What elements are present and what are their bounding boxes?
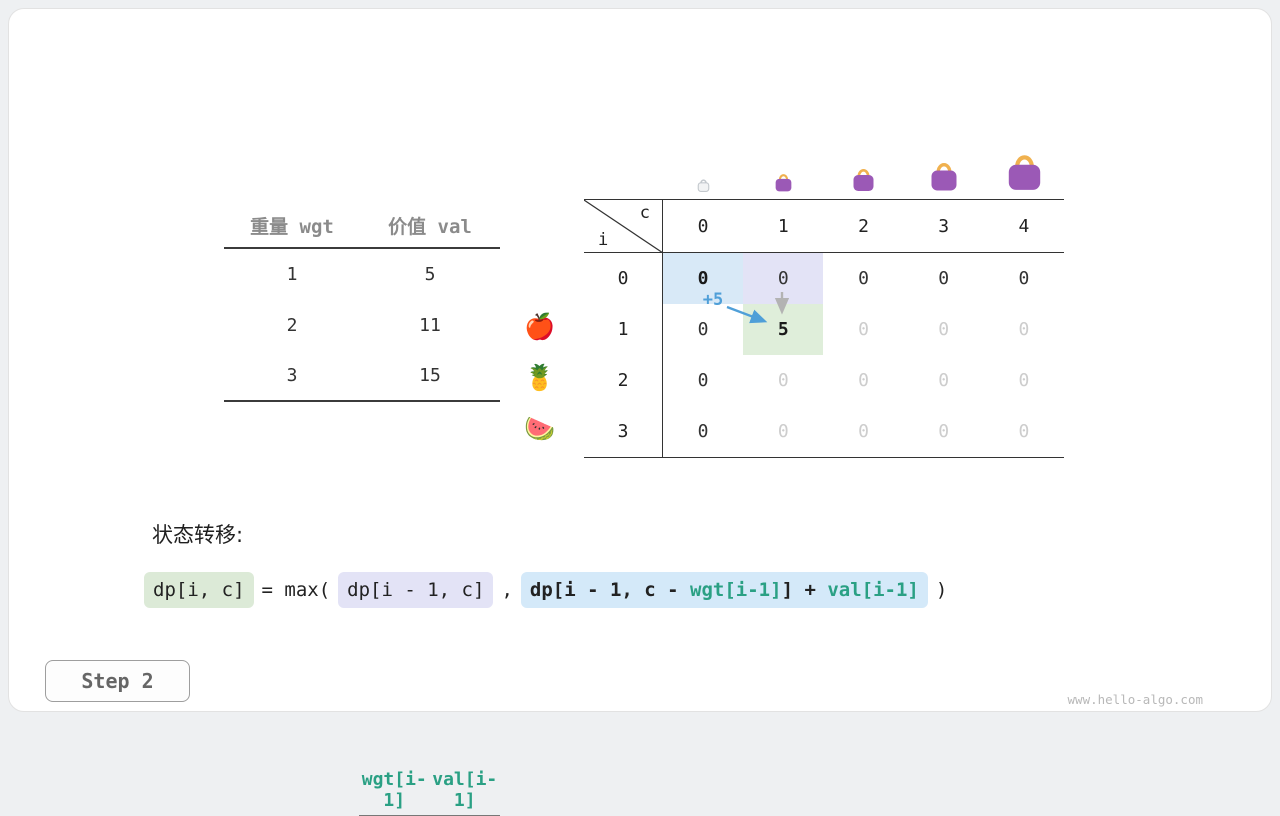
figure-card: 重量 wgt 价值 val wgt[i-1] val[i-1] 1 5 2 11… [8,8,1272,816]
item-value: 15 [419,365,441,386]
dp-cell: 0 [858,268,869,289]
col-header: 4 [983,200,1064,253]
equals-max-operator: = max( [261,579,331,601]
dp-cell-current: 5 [743,304,824,355]
apple-icon: 🍎 [524,311,556,341]
handbag-icon-medium [848,165,878,193]
item-icons-column: 🍎 🍍 🍉 [514,301,566,454]
dp-table: c i 0 1 2 3 4 0 0 0 0 0 0 1 0 5 0 0 0 2 … [584,149,1065,461]
row-header: 3 [584,406,663,457]
row-header: 1 [584,304,663,355]
col-header: 1 [743,200,824,253]
table-row: 3 15 [224,351,500,402]
corner-cell: c i [584,200,663,253]
term-part: dp[i - 1, c - [529,579,691,601]
row-header: 2 [584,355,663,406]
handbag-icon-xlarge [1002,149,1046,193]
watermelon-icon: 🍉 [524,413,556,443]
dp-cell: 0 [777,421,789,442]
state-transition-label: 状态转移: [152,523,244,547]
dp-cell: 0 [777,370,789,391]
handbag-icon-ghost [688,177,718,193]
dp-cell: 0 [938,370,950,391]
term-part: ] + [781,579,828,601]
dp-cell: 0 [1018,421,1030,442]
weight-value: 1 [286,264,298,285]
weights-table-header: 重量 wgt 价值 val [224,204,500,249]
dp-cell: 0 [697,370,709,391]
row-header: 0 [584,253,663,304]
value-column-header: 价值 val [388,216,472,238]
dp-cell: 0 [858,319,869,340]
weights-table: 重量 wgt 价值 val wgt[i-1] val[i-1] 1 5 2 11… [224,204,500,816]
dp-cell: 0 [858,370,869,391]
weight-value: 2 [286,315,298,336]
dp-top-term: dp[i - 1, c] [338,572,494,608]
item-axis-label: i [598,230,609,250]
dp-cell: 0 [858,421,869,442]
close-paren: ) [935,579,948,601]
item-value: 11 [419,315,441,336]
weight-column-header: 重量 wgt [250,216,334,238]
table-row: 2 11 [224,300,500,351]
watermark: www.hello-algo.com [1067,692,1203,707]
val-formula-label: val[i-1] [432,768,498,811]
table-row: 1 5 [224,249,500,300]
transition-formula: dp[i, c] = max( dp[i - 1, c] , dp[i - 1,… [144,569,955,611]
col-header: 0 [663,200,744,253]
dp-diagonal-term: dp[i - 1, c - wgt[i-1]] + val[i-1] [520,572,928,608]
pineapple-icon: 🍍 [524,362,556,392]
capacity-axis-label: c [639,203,650,223]
handbag-icon-small [768,171,798,193]
dp-cell: 0 [938,268,950,289]
dp-current-term: dp[i, c] [144,572,254,608]
wgt-formula-label: wgt[i-1] [361,768,427,811]
comma-separator: , [501,579,513,601]
add-value-annotation: +5 [702,290,724,310]
val-term: val[i-1] [827,579,919,601]
col-header: 3 [903,200,984,253]
weight-value: 3 [286,365,298,386]
dp-cell: 0 [938,421,950,442]
dp-grid: c i 0 1 2 3 4 0 0 0 0 0 0 1 0 5 0 0 0 2 … [584,199,1064,458]
dp-cell: 0 [697,319,709,340]
weights-table-formula-row: wgt[i-1] val[i-1] [359,764,500,816]
dp-cell: 0 [1018,319,1030,340]
dp-cell-source-top: 0 [743,253,824,304]
dp-cell: 0 [938,319,950,340]
dp-cell: 0 [1018,370,1030,391]
dp-cell: 0 [697,421,709,442]
step-badge[interactable]: Step 2 [45,660,190,702]
handbag-icon-large [926,158,962,193]
diagonal-divider [584,200,663,253]
col-header: 2 [823,200,904,253]
dp-cell-source-left: 0 [663,253,744,304]
dp-cell: 0 [1018,268,1030,289]
wgt-term: wgt[i-1] [690,579,782,601]
item-value: 5 [424,264,436,285]
